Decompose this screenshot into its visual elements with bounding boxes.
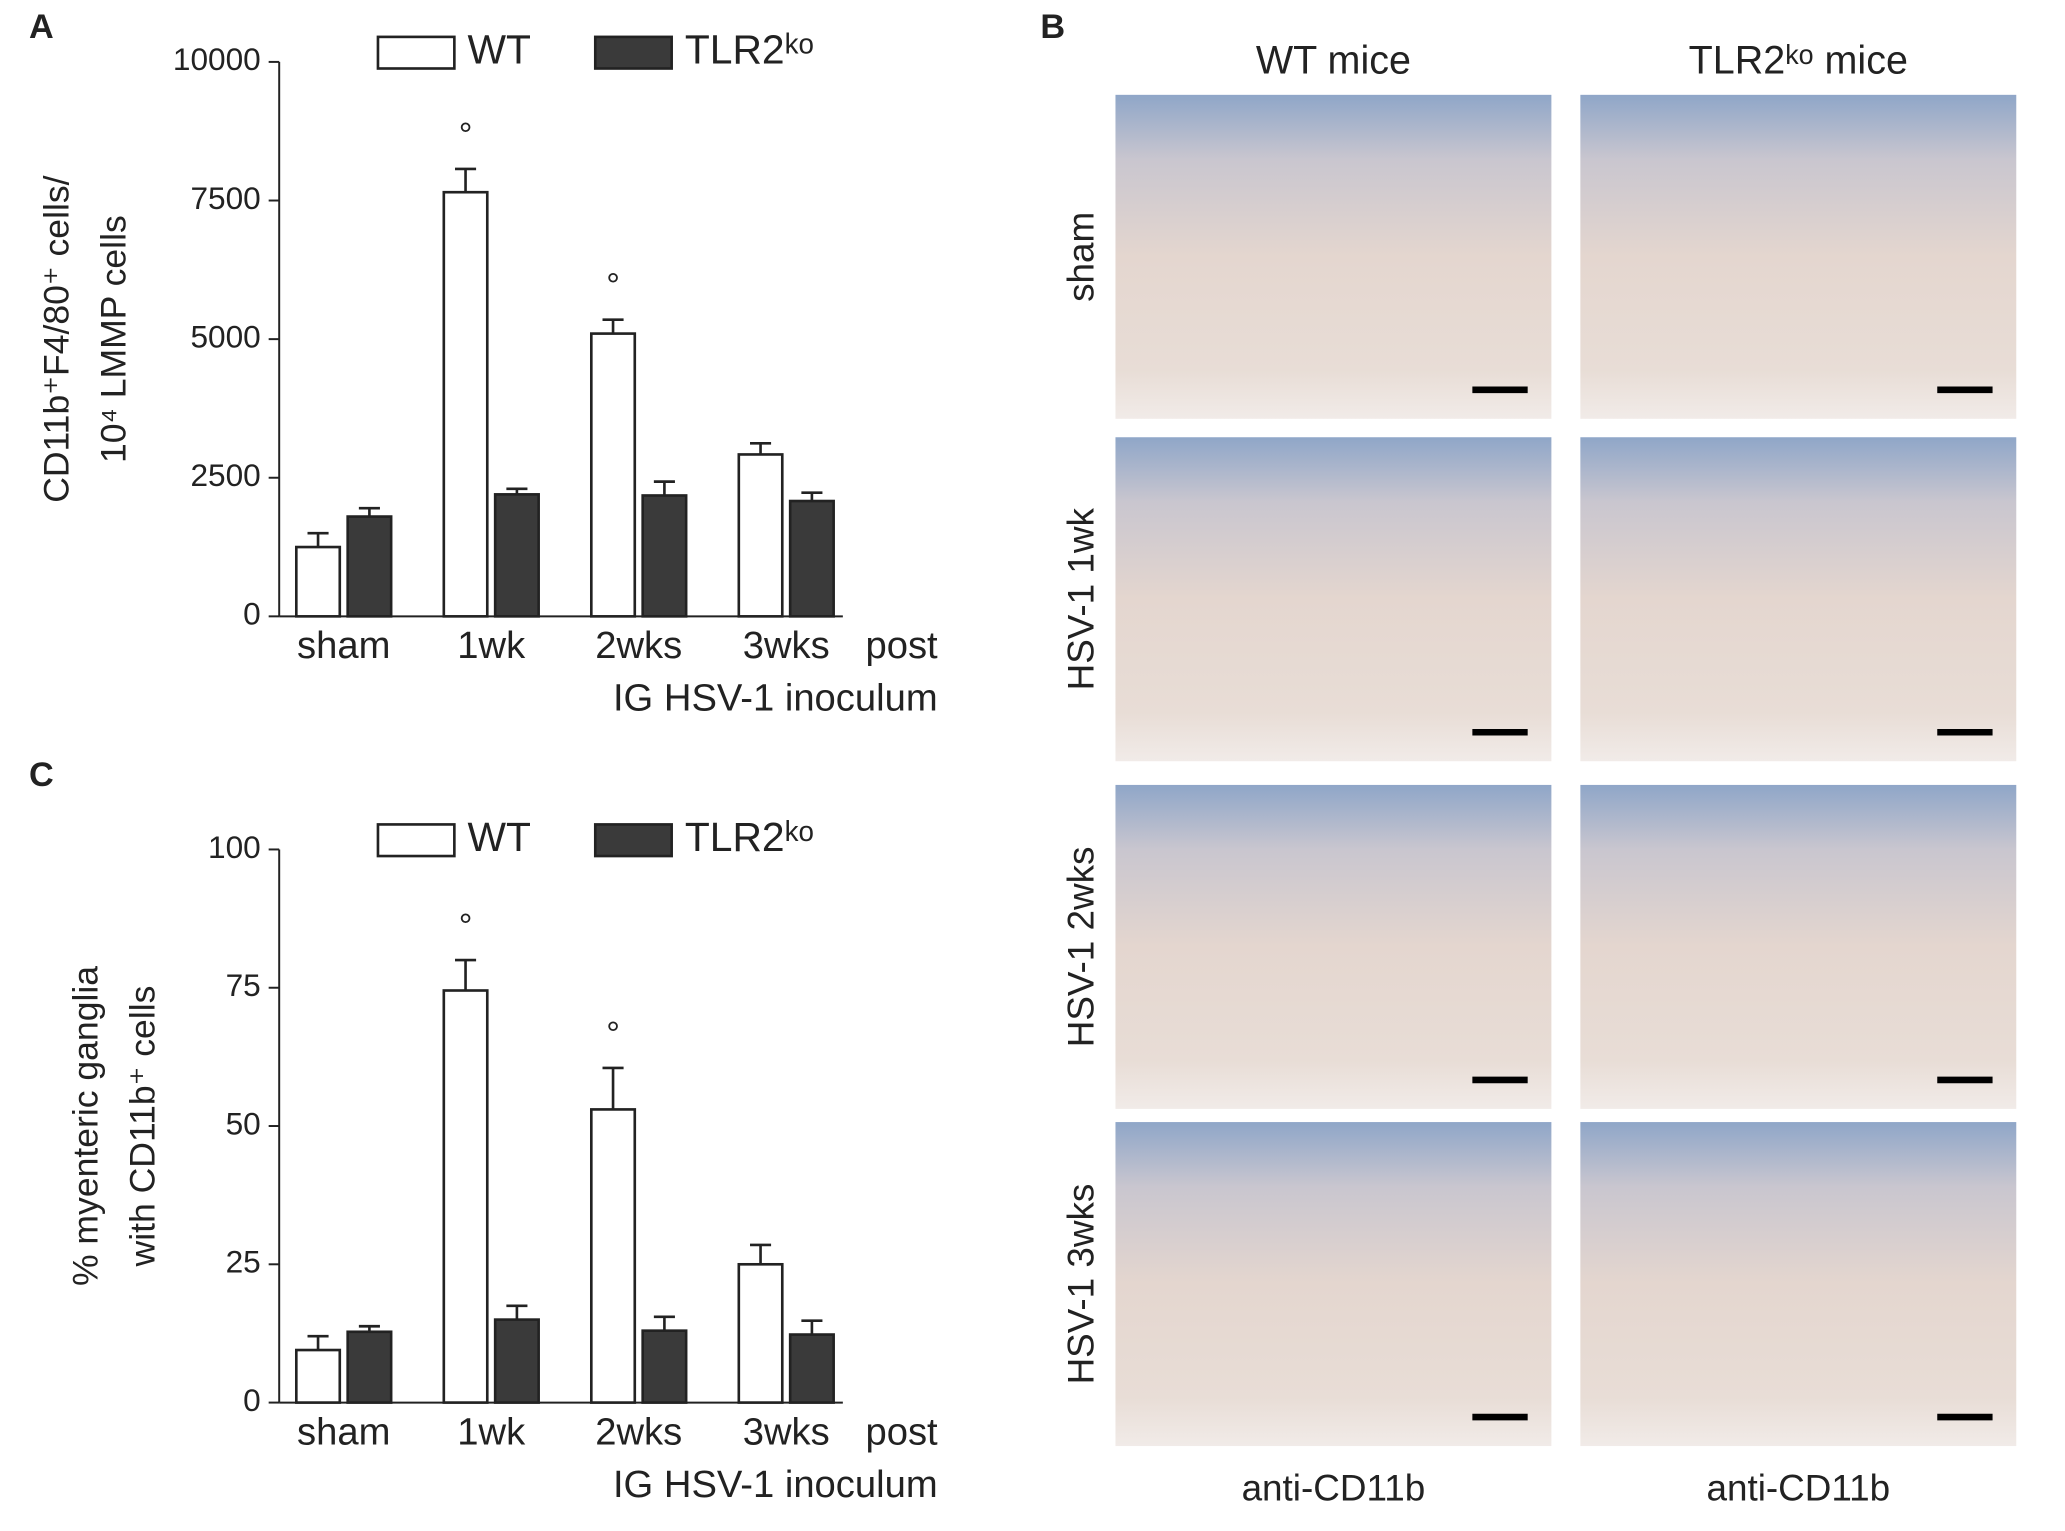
y-tick-label: 0 (243, 596, 261, 632)
micrograph (1115, 1122, 1552, 1447)
x-axis-label: post (865, 1410, 938, 1453)
error-bar (307, 1334, 329, 1351)
bar (590, 1108, 637, 1404)
legend-swatch (593, 823, 673, 858)
bar (442, 989, 489, 1404)
error-bar (653, 480, 675, 496)
significance-marker: ° (459, 908, 473, 946)
x-tick-label: sham (297, 624, 390, 667)
bar (442, 190, 489, 618)
y-tick-label: 100 (208, 829, 261, 865)
legend-swatch (376, 35, 456, 70)
error-bar (455, 958, 477, 991)
error-bar (506, 1304, 528, 1320)
micrograph (1580, 784, 2017, 1109)
bar (295, 1348, 342, 1404)
y-axis-label: with CD11b⁺ cells (122, 986, 162, 1268)
row-label: sham (1061, 212, 1102, 302)
column-footer: anti-CD11b (1706, 1468, 1890, 1509)
error-bar (602, 1066, 624, 1110)
error-bar (801, 491, 823, 502)
micrograph (1580, 1122, 2017, 1447)
y-axis-label: 10⁴ LMMP cells (93, 215, 133, 463)
bar (788, 1333, 835, 1404)
bar (737, 1262, 784, 1404)
error-bar (602, 318, 624, 334)
panel-letter: C (29, 756, 54, 794)
bar (493, 493, 540, 618)
significance-marker: ° (459, 116, 473, 154)
error-bar (307, 531, 329, 548)
legend-swatch (376, 823, 456, 858)
y-tick-label: 5000 (190, 318, 260, 354)
y-tick-label: 10000 (173, 41, 261, 77)
x-axis-label: post (865, 624, 938, 667)
bar (346, 515, 393, 618)
error-bar (455, 167, 477, 193)
x-tick-label: 1wk (457, 1410, 526, 1453)
row-label: HSV-1 3wks (1061, 1184, 1102, 1385)
x-axis-label: IG HSV-1 inoculum (613, 1463, 938, 1506)
panel-letter: B (1040, 8, 1065, 46)
bar (641, 1329, 688, 1404)
micrograph (1115, 784, 1552, 1109)
bar (737, 453, 784, 618)
panel-letter: A (29, 8, 54, 46)
y-tick-label: 2500 (190, 457, 260, 493)
x-axis-label: IG HSV-1 inoculum (613, 677, 938, 720)
x-tick-label: 2wks (595, 624, 682, 667)
x-tick-label: 2wks (595, 1410, 682, 1453)
legend-label: WT (468, 814, 531, 860)
y-tick-label: 0 (243, 1382, 261, 1418)
row-label: HSV-1 1wk (1061, 508, 1102, 691)
bar (346, 1330, 393, 1404)
bar (590, 332, 637, 618)
legend-label: WT (468, 26, 531, 72)
error-bar (653, 1315, 675, 1331)
column-header: TLR2ᵏᵒ mice (1689, 39, 1908, 83)
legend-label: TLR2ᵏᵒ (685, 814, 814, 860)
x-tick-label: 1wk (457, 624, 526, 667)
bar (641, 494, 688, 618)
x-tick-label: 3wks (743, 624, 830, 667)
y-axis-label: % myenteric ganglia (66, 966, 106, 1286)
micrograph (1115, 437, 1552, 762)
row-label: HSV-1 2wks (1061, 847, 1102, 1048)
bar (788, 499, 835, 618)
legend-label: TLR2ᵏᵒ (685, 26, 814, 72)
column-footer: anti-CD11b (1242, 1468, 1426, 1509)
bar (493, 1318, 540, 1404)
micrograph (1115, 94, 1552, 419)
significance-marker: ° (606, 267, 620, 305)
x-tick-label: sham (297, 1410, 390, 1453)
x-tick-label: 3wks (743, 1410, 830, 1453)
y-tick-label: 7500 (190, 180, 260, 216)
y-tick-label: 50 (226, 1105, 261, 1141)
error-bar (801, 1319, 823, 1335)
micrograph (1580, 94, 2017, 419)
error-bar (750, 1243, 772, 1265)
y-tick-label: 25 (226, 1244, 261, 1280)
bar (295, 545, 342, 618)
y-axis-label: CD11b⁺F4/80⁺ cells/ (37, 175, 77, 502)
legend-swatch (593, 35, 673, 70)
micrograph (1580, 437, 2017, 762)
column-header: WT mice (1256, 39, 1411, 83)
y-tick-label: 75 (226, 967, 261, 1003)
error-bar (750, 442, 772, 455)
significance-marker: ° (606, 1015, 620, 1053)
error-bar (358, 506, 380, 517)
